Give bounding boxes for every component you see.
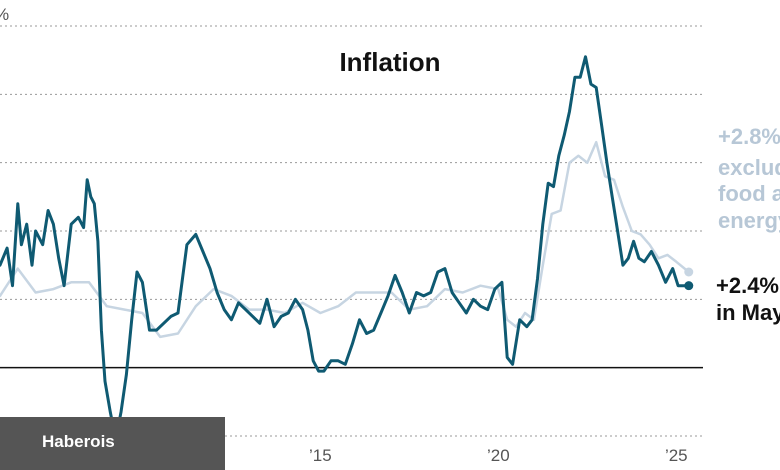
- source-label: Haberois: [42, 432, 115, 451]
- core-series-line: [0, 140, 691, 339]
- core-annotation: +2.8% excluding food and energy: [718, 124, 780, 233]
- headline-ann-line-1: +2.4%: [716, 273, 779, 298]
- x-tick-label: ’25: [665, 446, 688, 465]
- core-ann-line-2: excluding: [718, 155, 780, 180]
- headline-end-point: [684, 281, 694, 291]
- core-ann-line-3: food and: [718, 181, 780, 206]
- headline-annotation: +2.4% in May: [716, 273, 780, 325]
- x-axis-ticks: ’15 ’20 ’25: [309, 446, 688, 465]
- source-label-box: Haberois: [0, 417, 225, 470]
- headline-ann-line-2: in May: [716, 300, 780, 325]
- core-end-point: [684, 267, 694, 277]
- series-layer: [0, 55, 694, 441]
- headline-series-line: [0, 55, 691, 441]
- y-unit-label: %: [0, 5, 9, 24]
- x-tick-label: ’20: [487, 446, 510, 465]
- chart-title: Inflation: [339, 47, 440, 77]
- core-ann-line-4: energy: [718, 208, 780, 233]
- core-ann-line-1: +2.8%: [718, 124, 780, 149]
- x-tick-label: ’15: [309, 446, 332, 465]
